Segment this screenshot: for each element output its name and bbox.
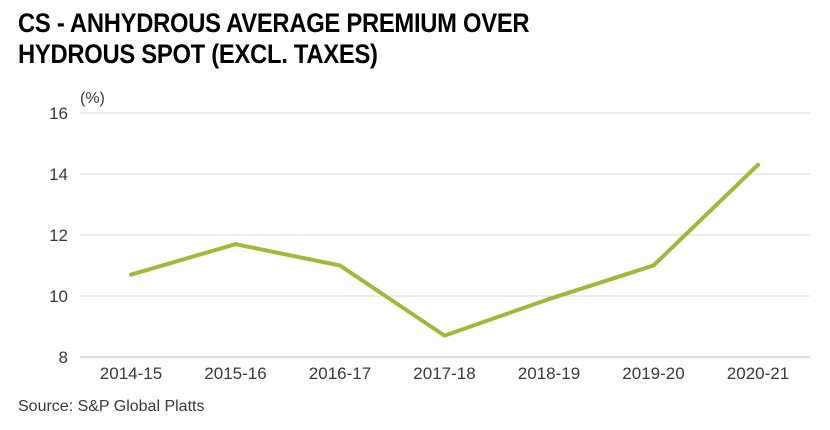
- y-tick-label-14: 14: [49, 165, 68, 184]
- y-tick-label-8: 8: [59, 348, 68, 367]
- data-point-2018-19: [547, 297, 551, 302]
- y-tick-label-10: 10: [49, 287, 68, 306]
- data-point-2020-21: [756, 162, 760, 167]
- x-tick-label-2015-16: 2015-16: [204, 364, 266, 383]
- data-point-2019-20: [651, 263, 656, 268]
- series-layer: [129, 162, 760, 338]
- x-tick-label-2019-20: 2019-20: [622, 364, 684, 383]
- y-tick-label-16: 16: [49, 104, 68, 123]
- x-tick-label-2016-17: 2016-17: [309, 364, 371, 383]
- y-tick-label-12: 12: [49, 226, 68, 245]
- data-point-2017-18: [442, 333, 447, 338]
- data-point-2015-16: [233, 242, 238, 247]
- chart-title-line-2: HYDROUS SPOT (EXCL. TAXES): [18, 39, 378, 69]
- chart-title-line-1: CS - ANHYDROUS AVERAGE PREMIUM OVER: [18, 8, 530, 38]
- x-tick-label-2014-15: 2014-15: [100, 364, 162, 383]
- x-axis-ticks: 2014-15 2015-16 2016-17 2017-18 2018-19 2019-…: [100, 364, 789, 383]
- y-axis-unit-label: (%): [80, 90, 105, 107]
- x-tick-label-2018-19: 2018-19: [518, 364, 580, 383]
- y-axis-ticks: 8 10 12 14 16: [49, 104, 68, 367]
- chart-title: CS - ANHYDROUS AVERAGE PREMIUM OVER HYDR…: [18, 8, 530, 70]
- x-tick-label-2020-21: 2020-21: [727, 364, 789, 383]
- source-note: Source: S&P Global Platts: [18, 398, 205, 415]
- data-point-2016-17: [338, 263, 342, 268]
- x-tick-label-2017-18: 2017-18: [413, 364, 475, 383]
- data-point-2014-15: [129, 272, 133, 277]
- series-line-0: [129, 162, 760, 338]
- grid-lines: [80, 112, 810, 358]
